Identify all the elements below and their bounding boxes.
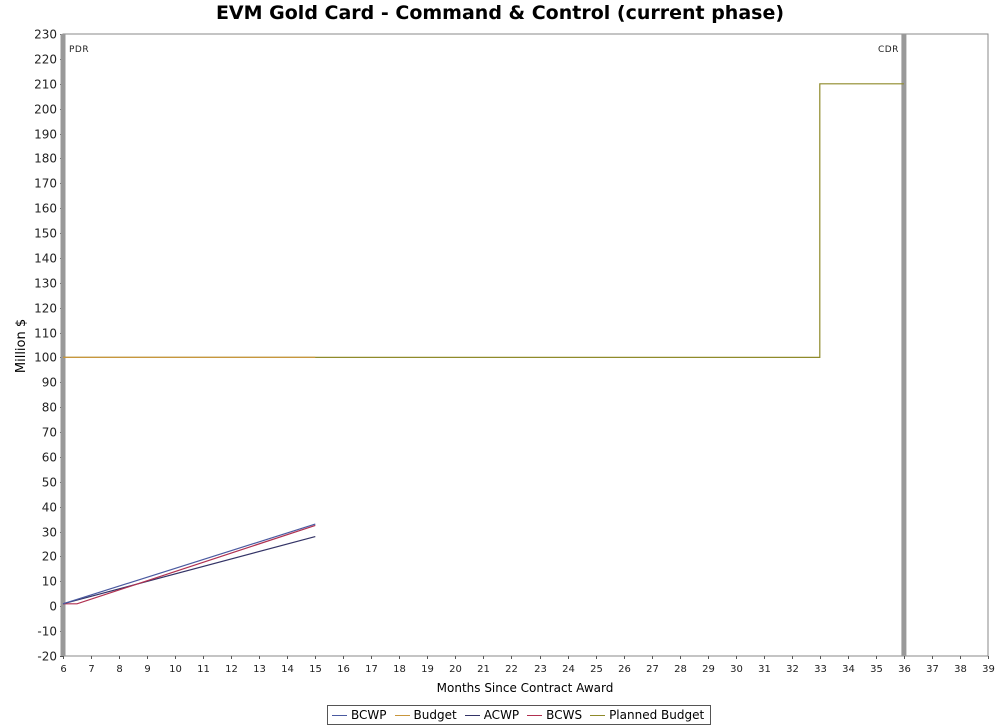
plot-area	[62, 33, 989, 657]
y-tick-label-25: 230	[34, 28, 57, 42]
x-tick-label-15: 21	[477, 664, 490, 675]
x-tick-label-21: 27	[646, 664, 659, 675]
x-tick-label-17: 23	[534, 664, 547, 675]
x-tick-label-29: 35	[870, 664, 883, 675]
x-tick-label-32: 38	[954, 664, 967, 675]
legend-item-budget: Budget	[394, 708, 457, 722]
y-tick-label-24: 220	[34, 53, 57, 67]
milestone-label-cdr: CDR	[878, 45, 899, 55]
x-tick-label-27: 33	[814, 664, 827, 675]
y-axis-label: Million $	[14, 319, 29, 373]
y-tick-label-14: 120	[34, 302, 57, 316]
y-tick-label-1: -10	[37, 625, 57, 639]
y-tick-label-0: -20	[37, 650, 57, 664]
legend-item-acwp: ACWP	[464, 708, 520, 722]
x-tick-label-26: 32	[786, 664, 799, 675]
chart-title: EVM Gold Card - Command & Control (curre…	[215, 2, 785, 24]
y-tick-label-8: 60	[42, 451, 57, 465]
y-tick-label-11: 90	[42, 376, 57, 390]
y-tick-label-4: 20	[42, 550, 57, 564]
legend-label-budget: Budget	[413, 708, 457, 722]
x-tick-label-25: 31	[758, 664, 771, 675]
y-tick-label-18: 160	[34, 202, 57, 216]
x-tick-label-24: 30	[730, 664, 743, 675]
y-tick-label-16: 140	[34, 252, 57, 266]
y-tick-label-6: 40	[42, 501, 57, 515]
x-axis-label: Months Since Contract Award	[437, 681, 614, 695]
legend-swatch-planned-budget	[590, 714, 606, 716]
x-tick-label-13: 19	[421, 664, 434, 675]
x-tick-label-0: 6	[60, 664, 66, 675]
series-bcwp	[62, 523, 316, 605]
legend-item-planned-budget: Planned Budget	[590, 708, 704, 722]
x-tick-label-3: 9	[144, 664, 150, 675]
legend-label-bcws: BCWS	[546, 708, 583, 722]
y-tick-label-22: 200	[34, 103, 57, 117]
y-tick-label-10: 80	[42, 401, 57, 415]
x-tick-label-19: 25	[590, 664, 603, 675]
y-tick-label-12: 100	[34, 351, 57, 365]
x-tick-label-14: 20	[449, 664, 462, 675]
x-tick-label-28: 34	[842, 664, 855, 675]
series-acwp	[62, 536, 316, 605]
legend-label-planned-budget: Planned Budget	[609, 708, 705, 722]
x-tick-label-9: 15	[309, 664, 322, 675]
x-tick-label-5: 11	[197, 664, 210, 675]
y-tick-label-5: 30	[42, 526, 57, 540]
x-tick-label-30: 36	[898, 664, 911, 675]
y-tick-label-23: 210	[34, 78, 57, 92]
chart-plot: -20 -10 0 10 20 30 40 50 60 70 80 90 100 110 120 130 140…	[14, 28, 995, 696]
x-tick-label-16: 22	[505, 664, 518, 675]
x-tick-label-11: 17	[365, 664, 378, 675]
x-tick-label-12: 18	[393, 664, 406, 675]
series-bcws	[63, 524, 316, 605]
y-tick-label-7: 50	[42, 476, 57, 490]
x-tick-label-22: 28	[674, 664, 687, 675]
x-tick-label-8: 14	[281, 664, 294, 675]
chart-legend: BCWP Budget ACWP BCWS Planned Budget	[327, 705, 712, 725]
y-tick-label-13: 110	[34, 327, 57, 341]
y-tick-label-9: 70	[42, 426, 57, 440]
legend-swatch-bcwp	[332, 714, 347, 716]
x-tick-label-10: 16	[337, 664, 350, 675]
legend-item-bcws: BCWS	[527, 708, 582, 722]
y-tick-label-15: 130	[34, 277, 57, 291]
x-tick-label-33: 39	[982, 664, 995, 675]
x-tick-label-2: 8	[116, 664, 122, 675]
x-tick-label-23: 29	[702, 664, 715, 675]
x-tick-label-1: 7	[88, 664, 94, 675]
x-tick-label-31: 37	[926, 664, 939, 675]
milestone-label-pdr: PDR	[69, 45, 89, 55]
legend-item-bcwp: BCWP	[332, 708, 387, 722]
series-planned-budget	[63, 83, 904, 358]
y-tick-label-21: 190	[34, 128, 57, 142]
y-tick-label-17: 150	[34, 227, 57, 241]
legend-label-bcwp: BCWP	[351, 708, 387, 722]
x-tick-label-6: 12	[225, 664, 238, 675]
legend-swatch-budget	[394, 714, 410, 716]
y-tick-label-19: 170	[34, 177, 57, 191]
x-tick-label-7: 13	[253, 664, 266, 675]
x-tick-label-20: 26	[618, 664, 631, 675]
y-tick-label-2: 0	[49, 600, 57, 614]
y-tick-label-20: 180	[34, 152, 57, 166]
x-tick-label-4: 10	[169, 664, 182, 675]
legend-label-acwp: ACWP	[483, 708, 520, 722]
legend-swatch-bcws	[527, 714, 543, 716]
y-tick-label-3: 10	[42, 575, 57, 589]
x-tick-label-18: 24	[562, 664, 575, 675]
legend-swatch-acwp	[464, 714, 480, 716]
